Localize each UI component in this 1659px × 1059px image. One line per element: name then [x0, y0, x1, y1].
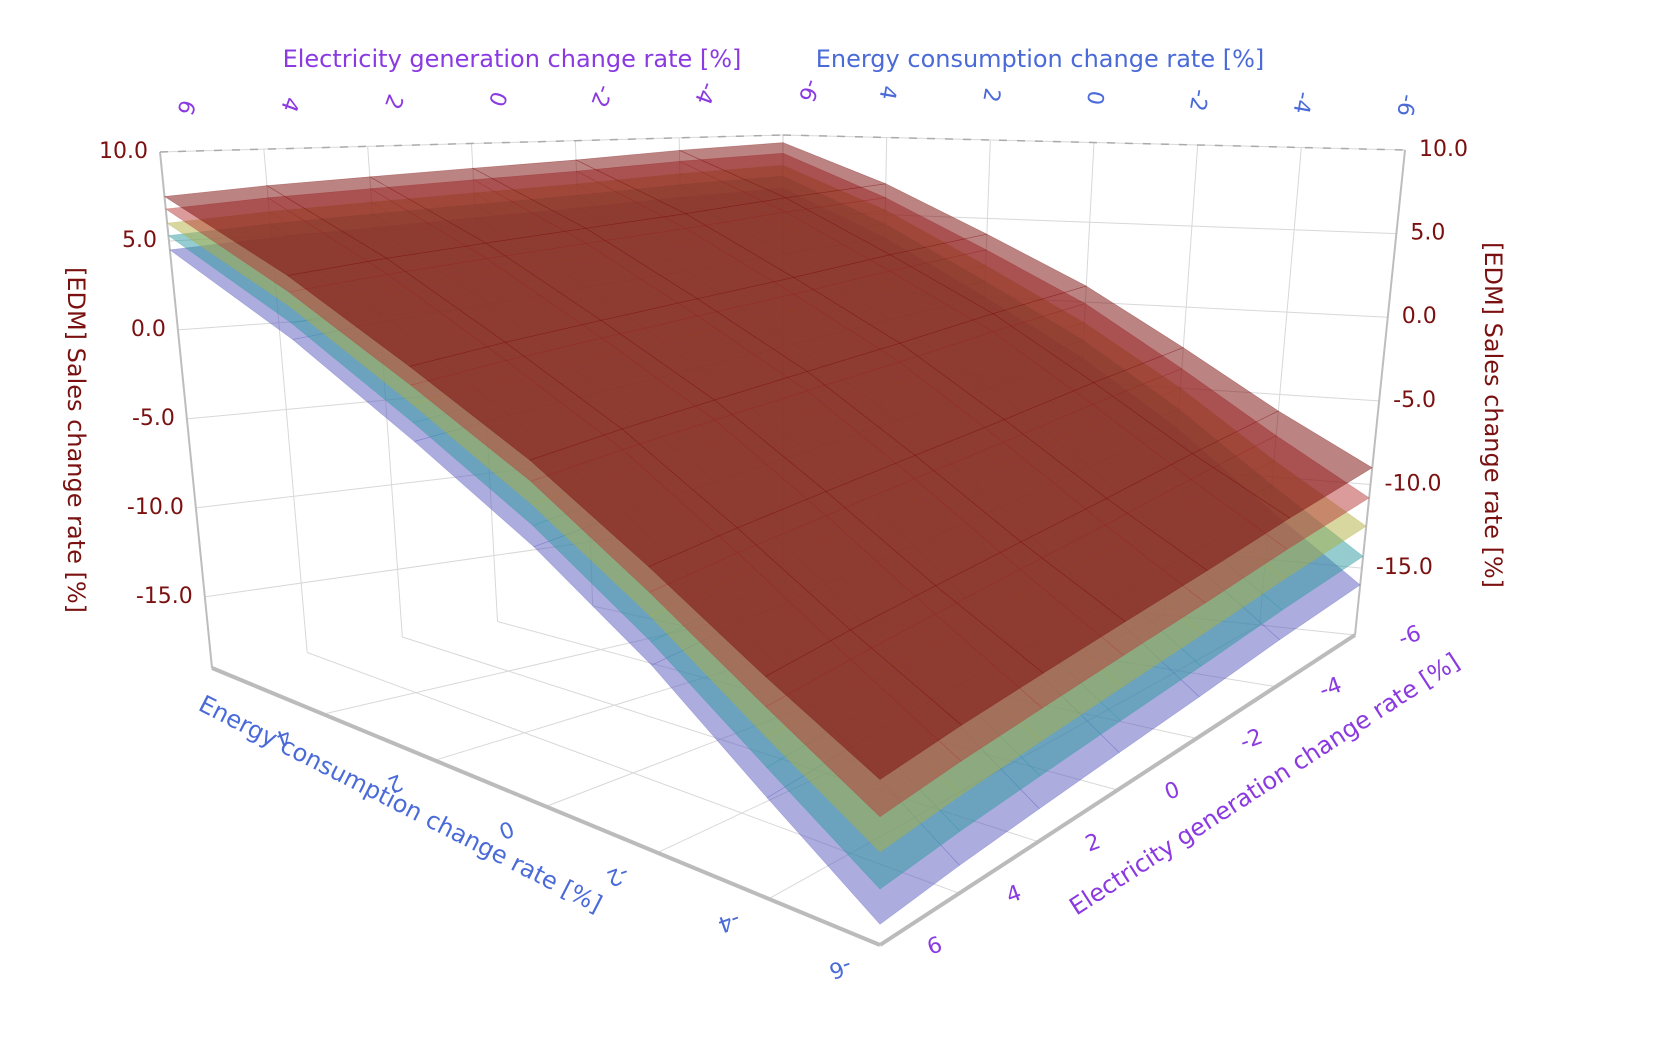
- surface-patch: [286, 257, 506, 367]
- surface-patch: [529, 428, 738, 568]
- y-tick-label: 6: [171, 96, 199, 118]
- top-y-axis-title: Electricity generation change rate [%]: [283, 45, 742, 73]
- box-edge: [1354, 149, 1406, 636]
- z-tick-label: -5.0: [1393, 388, 1436, 413]
- z-tick-label: 10.0: [99, 139, 148, 164]
- x-tick-label: -6: [1391, 92, 1419, 118]
- x-tick-label: 2: [977, 86, 1004, 104]
- y-tick-label: 2: [379, 91, 407, 113]
- x-tick-label: 0: [1081, 89, 1108, 107]
- x-tick-label: 4: [874, 84, 901, 102]
- z-tick-label: -5.0: [132, 406, 175, 431]
- y-tick-label: -4: [689, 78, 720, 107]
- z-tick-label: 0.0: [131, 317, 166, 342]
- x-tick-label: -2: [603, 860, 632, 891]
- y-tick-label: -6: [1395, 621, 1424, 652]
- z-tick-label: 5.0: [1410, 221, 1445, 246]
- x-tick-label: -4: [714, 906, 743, 937]
- z-tick-label: -10.0: [127, 495, 184, 520]
- z-tick-label: -15.0: [136, 584, 193, 609]
- z-tick-label: 0.0: [1402, 304, 1437, 329]
- y-tick-label: 0: [483, 88, 511, 110]
- y-tick-label: -4: [1316, 673, 1345, 704]
- x-tick-label: -4: [1288, 90, 1316, 116]
- y-tick-label: -2: [585, 81, 616, 110]
- y-tick-label: 4: [1003, 881, 1025, 909]
- box-edge: [782, 134, 1406, 151]
- top-x-axis-title: Energy consumption change rate [%]: [816, 45, 1265, 73]
- surface-patch: [408, 341, 623, 461]
- y-tick-label: -2: [1237, 724, 1266, 755]
- z-tick-label: -10.0: [1385, 471, 1442, 496]
- left-z-axis-title: [EDM] Sales change rate [%]: [62, 267, 90, 613]
- y-tick-label: 6: [924, 932, 946, 960]
- box-edge: [159, 134, 784, 153]
- box-edge: [211, 666, 881, 947]
- right-z-axis-title: [EDM] Sales change rate [%]: [1479, 242, 1507, 588]
- box-edge: [159, 151, 213, 669]
- z-tick-label: 10.0: [1419, 137, 1468, 162]
- y-tick-label: -6: [793, 76, 824, 105]
- z-tick-label: 5.0: [122, 228, 157, 253]
- z-tick-label: -15.0: [1376, 555, 1433, 580]
- box-edge: [878, 633, 1357, 947]
- x-tick-label: -2: [1184, 87, 1212, 113]
- surface-patch: [764, 629, 963, 780]
- y-tick-label: 2: [1082, 829, 1104, 857]
- y-tick-label: 0: [1161, 777, 1183, 805]
- y-tick-label: 4: [275, 93, 303, 115]
- x-tick-label: -6: [826, 952, 855, 983]
